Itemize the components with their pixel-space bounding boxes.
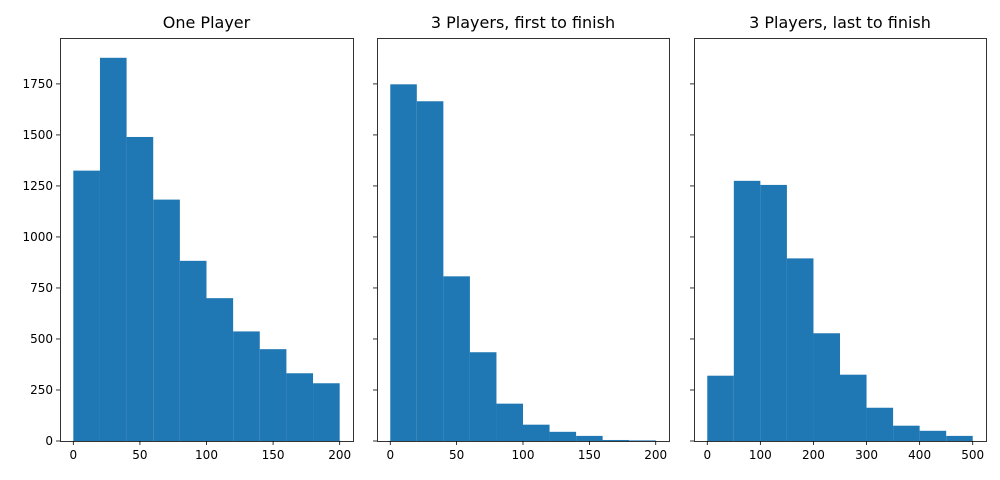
x-tick-label: 0 [703,448,711,462]
x-tick-label: 0 [386,448,394,462]
x-tick-label: 0 [69,448,77,462]
histogram-bar [469,352,497,441]
histogram-bar [259,349,287,441]
axes-frame [377,38,670,442]
x-tick-label: 100 [749,448,772,462]
subplot-2: 0 50 100 150 200 3 Players, first to finish [373,13,670,462]
axes-frame [694,38,987,442]
subplot-title: One Player [163,13,251,32]
histogram-bar [946,435,973,441]
x-tick-label: 200 [644,448,667,462]
y-tick-label: 500 [30,332,53,346]
histogram-bar [73,170,100,441]
histogram-bar [99,57,127,442]
x-tick-label: 150 [578,448,601,462]
histogram-bar [760,184,787,442]
subplot-title: 3 Players, first to finish [431,13,615,32]
x-tick-label: 150 [262,448,285,462]
x-tick-label: 500 [961,448,984,462]
histogram-bar [153,199,180,441]
histogram-bar [707,375,734,441]
histogram-bar [866,407,894,441]
histogram-bar [629,440,656,441]
x-tick-label: 200 [328,448,351,462]
histogram-bar [786,258,814,441]
histogram-bar [496,403,523,441]
histogram-bar [416,101,444,441]
histogram-bar [126,136,154,442]
x-tick-label: 100 [195,448,218,462]
subplot-3: 0 100 200 300 400 500 3 Players, last to finis… [690,13,987,462]
y-tick-label: 1500 [22,128,53,142]
x-tick-label: 50 [132,448,147,462]
histogram-bar [179,260,207,441]
subplot-title: 3 Players, last to finish [749,13,931,32]
histogram-bar [576,435,603,441]
x-tick-label: 300 [855,448,878,462]
subplot-1: 0 50 100 150 200 0 250 500 750 1000 1250 1500 1750 On… [22,13,354,462]
y-tick-label: 1000 [22,230,53,244]
y-tick-label: 0 [45,434,53,448]
y-tick-label: 1750 [22,77,53,91]
histogram-bar [233,331,260,441]
x-tick-label: 200 [802,448,825,462]
axes-frame [60,38,354,442]
histogram-bar [549,431,577,441]
x-tick-label: 100 [512,448,535,462]
y-tick-label: 250 [30,383,53,397]
histogram-bar [523,424,550,441]
y-tick-label: 750 [30,281,53,295]
x-tick-label: 400 [908,448,931,462]
histogram-bar [206,298,234,441]
histogram-bar [733,180,761,441]
histogram-bar [443,276,470,441]
y-tick-label: 1250 [22,179,53,193]
histogram-bar [840,374,867,441]
histogram-bar [813,333,840,441]
histogram-bar [286,373,314,441]
histogram-bar [390,84,417,442]
histogram-bar [893,425,920,441]
x-tick-label: 50 [449,448,464,462]
histogram-bar [919,430,947,441]
histogram-bar [313,383,340,441]
histogram-bar [602,439,630,441]
